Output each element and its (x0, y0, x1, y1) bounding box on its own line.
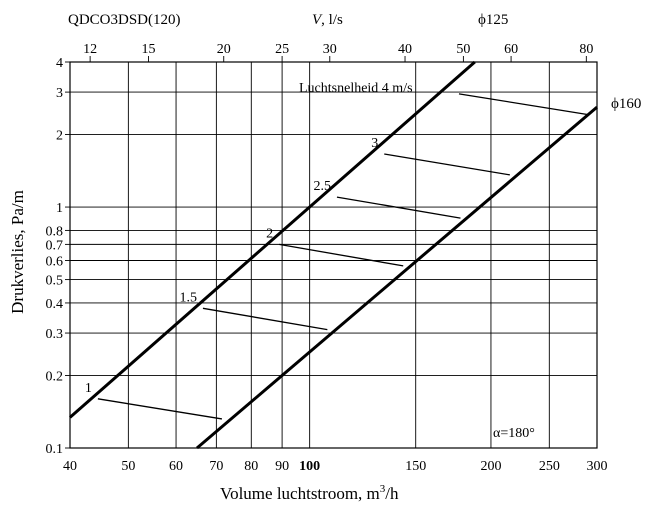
plot-frame (69, 61, 598, 449)
y-tick-label: 0.5 (46, 274, 64, 289)
y-tick-label: 0.6 (46, 255, 64, 270)
x-tick-label: 50 (121, 459, 135, 474)
x-tick-label: 200 (480, 459, 501, 474)
top-tick-label: 20 (217, 42, 231, 57)
y-tick-label: 4 (56, 56, 63, 71)
velocity-label: 2.5 (313, 179, 331, 194)
velocity-label: 3 (371, 136, 378, 151)
x-tick-label: 90 (275, 459, 289, 474)
y-tick-label: 1 (56, 201, 63, 216)
x-tick-label: 100 (299, 459, 320, 474)
top-tick-label: 80 (579, 42, 593, 57)
y-tick-label: 0.8 (46, 224, 64, 239)
y-tick-label: 2 (56, 129, 63, 144)
series-label-phi160: ϕ160 (611, 96, 641, 112)
velocity-label: 2 (266, 226, 273, 241)
top-tick-label: 40 (398, 42, 412, 57)
top-axis-label: V, l/s (312, 12, 343, 28)
y-tick-label: 0.2 (46, 369, 64, 384)
header-left: QDCO3DSD(120) (68, 12, 181, 28)
duct-line (196, 105, 598, 450)
top-tick-label: 60 (504, 42, 518, 57)
velocity-line (458, 93, 589, 116)
y-tick-label: 3 (56, 86, 63, 101)
velocity-line (336, 196, 461, 219)
x-axis-label: Volume luchtstroom, m3/h (220, 483, 399, 503)
duct-line (69, 60, 476, 419)
x-tick-labels: 40 50 60 70 80 90 100 150 200 250 300 (63, 459, 608, 474)
x-tick-label: 150 (405, 459, 426, 474)
top-tick-label: 50 (456, 42, 470, 57)
velocity-annotation: Luchtsnelheid 4 m/s (299, 81, 413, 96)
top-tick-labels: 12 15 20 25 30 40 50 60 80 (83, 42, 593, 57)
y-tick-label: 0.7 (46, 238, 64, 253)
velocity-line (97, 398, 223, 420)
x-tick-label: 80 (244, 459, 258, 474)
x-tick-label: 300 (587, 459, 608, 474)
y-tick-label: 0.1 (46, 442, 64, 457)
x-tick-label: 70 (209, 459, 223, 474)
velocity-label: 1 (85, 381, 92, 396)
y-tick-label: 0.4 (46, 297, 64, 312)
velocity-line (279, 243, 404, 267)
y-axis-label: Drukverlies, Pa/m (8, 190, 27, 314)
velocity-line (202, 307, 328, 331)
y-tick-label: 0.3 (46, 327, 64, 342)
series-label-phi125: ϕ125 (478, 12, 508, 28)
top-tick-label: 25 (275, 42, 289, 57)
x-tick-label: 60 (169, 459, 183, 474)
duct-lines (69, 60, 598, 450)
top-tick-label: 12 (83, 42, 97, 57)
velocity-line (384, 153, 510, 176)
y-tick-labels: 0.1 0.2 0.3 0.4 0.5 0.6 0.70.8 1 2 3 4 (46, 56, 64, 457)
annotations: 1 1.5 2 2.5 3 (85, 136, 378, 396)
grid-lines (65, 56, 598, 449)
velocity-lines (97, 93, 589, 420)
top-tick-label: 15 (141, 42, 155, 57)
alpha-annotation: α=180° (493, 426, 535, 441)
top-tick-label: 30 (323, 42, 337, 57)
velocity-label: 1.5 (179, 290, 197, 305)
x-tick-label: 40 (63, 459, 77, 474)
x-tick-label: 250 (539, 459, 560, 474)
